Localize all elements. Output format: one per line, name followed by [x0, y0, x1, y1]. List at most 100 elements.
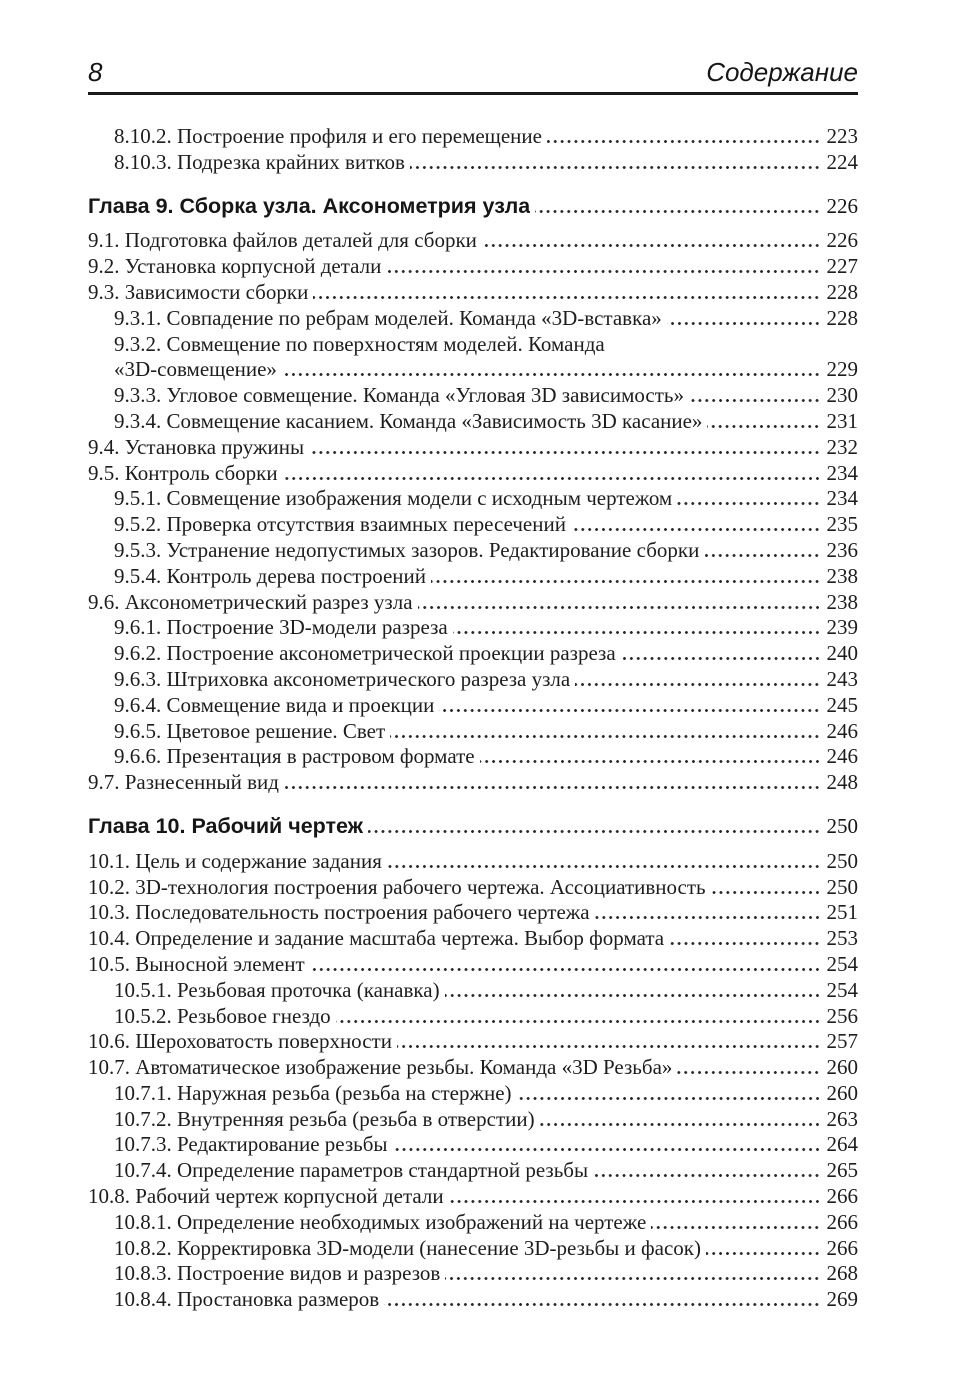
- toc-entry-page: 250: [826, 874, 859, 899]
- toc-entry-page: 238: [826, 589, 859, 614]
- toc-entry-title: 10.6. Шероховатость поверхности: [88, 1029, 392, 1054]
- dot-leader: [448, 1200, 821, 1204]
- toc-entry-title: 10.5.1. Резьбовая проточка (канавка): [114, 977, 440, 1002]
- toc-entry-title: 10.3. Последовательность построения рабо…: [88, 900, 590, 925]
- toc-entry-title: 10.8.4. Простановка размеров: [114, 1287, 380, 1312]
- toc-entry-page: 240: [826, 641, 859, 666]
- dot-leader: [367, 829, 821, 833]
- dot-leader: [452, 631, 821, 635]
- dot-leader: [707, 424, 821, 428]
- toc-entry-page: 246: [826, 744, 859, 769]
- toc-entry-page: 234: [826, 460, 859, 485]
- toc-entry-title: 9.4. Установка пружины: [88, 434, 305, 459]
- toc-entry-title: 10.5.2. Резьбовое гнездо: [114, 1003, 331, 1028]
- header-rule: [88, 92, 858, 95]
- toc-entry: 10.3. Последовательность построения рабо…: [88, 900, 858, 926]
- dot-leader: [677, 1071, 821, 1075]
- toc-entry-title: 9.1. Подготовка файлов деталей для сборк…: [88, 228, 477, 253]
- dot-leader: [535, 209, 821, 213]
- toc-entry-title: 10.8.2. Корректировка 3D-модели (нанесен…: [114, 1235, 701, 1260]
- toc-entry: 10.8.4. Простановка размеров 269: [88, 1287, 858, 1313]
- toc-entry-page: 263: [826, 1106, 859, 1131]
- toc-entry-page: 264: [826, 1132, 859, 1157]
- dot-leader: [479, 760, 821, 764]
- toc-entry-title: 8.10.3. Подрезка крайних витков: [114, 149, 405, 174]
- toc-entry-page: 260: [826, 1055, 859, 1080]
- toc-entry-page: 256: [826, 1003, 859, 1028]
- toc-entry-page: 235: [826, 512, 859, 537]
- toc-entry-title: 10.7.3. Редактирование резьбы: [114, 1132, 388, 1157]
- toc-entry-page: 228: [826, 305, 859, 330]
- toc-entry-page: 228: [826, 279, 859, 304]
- toc-entry: 10.7. Автоматическое изображение резьбы.…: [88, 1055, 858, 1081]
- toc-entry: Глава 10. Рабочий чертеж 250: [88, 814, 858, 840]
- toc-entry: 10.8.2. Корректировка 3D-модели (нанесен…: [88, 1236, 858, 1262]
- toc-entry: 9.3.3. Угловое совмещение. Команда «Угло…: [88, 383, 858, 409]
- dot-leader: [281, 373, 821, 377]
- toc-entry-title: 9.5.2. Проверка отсутствия взаимных пере…: [114, 512, 566, 537]
- dot-leader: [481, 244, 821, 248]
- toc-entry: 10.6. Шероховатость поверхности 257: [88, 1029, 858, 1055]
- dot-leader: [575, 682, 821, 686]
- toc-entry: Глава 9. Сборка узла. Аксонометрия узла …: [88, 194, 858, 220]
- dot-leader: [546, 140, 821, 143]
- toc-entry: 9.6. Аксонометрический разрез узла 238: [88, 590, 858, 616]
- toc-entry-title: 10.7.4. Определение параметров стандартн…: [114, 1158, 589, 1183]
- dot-leader: [309, 967, 821, 971]
- dot-leader: [386, 864, 821, 868]
- toc-entry-title: Глава 9. Сборка узла. Аксонометрия узла: [88, 193, 531, 218]
- toc-entry: 9.3. Зависимости сборки 228: [88, 280, 858, 306]
- dot-leader: [390, 734, 821, 738]
- toc-entry-page: 223: [826, 124, 859, 148]
- dot-leader: [431, 579, 821, 583]
- toc-entry: 9.5.3. Устранение недопустимых зазоров. …: [88, 538, 858, 564]
- dot-leader: [392, 1148, 821, 1152]
- running-head-title: Содержание: [706, 57, 858, 87]
- toc-entry-page: 257: [826, 1029, 859, 1054]
- toc-entry-title: 9.3.1. Совпадение по ребрам моделей. Ком…: [114, 305, 662, 330]
- toc-entry: 9.2. Установка корпусной детали 227: [88, 254, 858, 280]
- toc-entry-title: 9.7. Разнесенный вид: [88, 770, 279, 795]
- dot-leader: [651, 1225, 821, 1229]
- toc-entry: 9.1. Подготовка файлов деталей для сборк…: [88, 228, 858, 254]
- toc-entry-title: 10.4. Определение и задание масштаба чер…: [88, 926, 665, 951]
- toc-entry-page: 248: [826, 770, 859, 795]
- dot-leader: [439, 708, 821, 712]
- toc-entry-title: 9.6.5. Цветовое решение. Свет: [114, 718, 386, 743]
- toc-entry-page: 226: [826, 228, 859, 253]
- toc-entry-title: 10.5. Выносной элемент: [88, 951, 305, 976]
- toc-entry-title: 9.3.4. Совмещение касанием. Команда «Зав…: [114, 408, 703, 433]
- toc-entry-title: 8.10.2. Построение профиля и его перемещ…: [114, 124, 542, 148]
- dot-leader: [689, 399, 821, 403]
- toc-entry: 10.7.2. Внутренняя резьба (резьба в отве…: [88, 1107, 858, 1133]
- toc-entry-title: 10.8.1. Определение необходимых изображе…: [114, 1209, 647, 1234]
- toc-entry-title: 10.1. Цель и содержание задания: [88, 848, 382, 873]
- toc-entry-page: 224: [826, 149, 859, 174]
- toc-entry-title: 9.2. Установка корпусной детали: [88, 254, 382, 279]
- toc-entry-title: 10.2. 3D-технология построения рабочего …: [88, 874, 706, 899]
- toc-entry-title: 9.5.3. Устранение недопустимых зазоров. …: [114, 537, 700, 562]
- toc-entry: 10.1. Цель и содержание задания 250: [88, 849, 858, 875]
- toc-entry: 8.10.3. Подрезка крайних витков 224: [88, 150, 858, 176]
- toc-entry-page: 260: [826, 1080, 859, 1105]
- toc-entry-page: 265: [826, 1158, 859, 1183]
- toc-entry: 9.6.3. Штриховка аксонометрического разр…: [88, 667, 858, 693]
- toc-entry-page: 251: [826, 900, 859, 925]
- toc-entry-page: 268: [826, 1261, 859, 1286]
- toc-entry: 10.5.1. Резьбовая проточка (канавка) 254: [88, 978, 858, 1004]
- toc-entry: 9.5.4. Контроль дерева построений 238: [88, 564, 858, 590]
- dot-leader: [710, 890, 821, 894]
- toc-entry-title: Глава 10. Рабочий чертеж: [88, 813, 363, 838]
- dot-leader: [313, 295, 821, 299]
- toc-entry-title: 9.6. Аксонометрический разрез узла: [88, 589, 413, 614]
- toc-entry-title: 10.7.2. Внутренняя резьба (резьба в отве…: [114, 1106, 535, 1131]
- toc-entry: 9.6.2. Построение аксонометрической прое…: [88, 641, 858, 667]
- toc-entry-page: 253: [826, 926, 859, 951]
- toc-entry-title: 9.6.3. Штриховка аксонометрического разр…: [114, 666, 571, 691]
- dot-leader: [444, 993, 821, 997]
- toc-entry-page: 226: [826, 193, 859, 218]
- toc-entry-page: 246: [826, 718, 859, 743]
- toc-entry: 10.2. 3D-технология построения рабочего …: [88, 875, 858, 901]
- toc-entry-page: 254: [826, 977, 859, 1002]
